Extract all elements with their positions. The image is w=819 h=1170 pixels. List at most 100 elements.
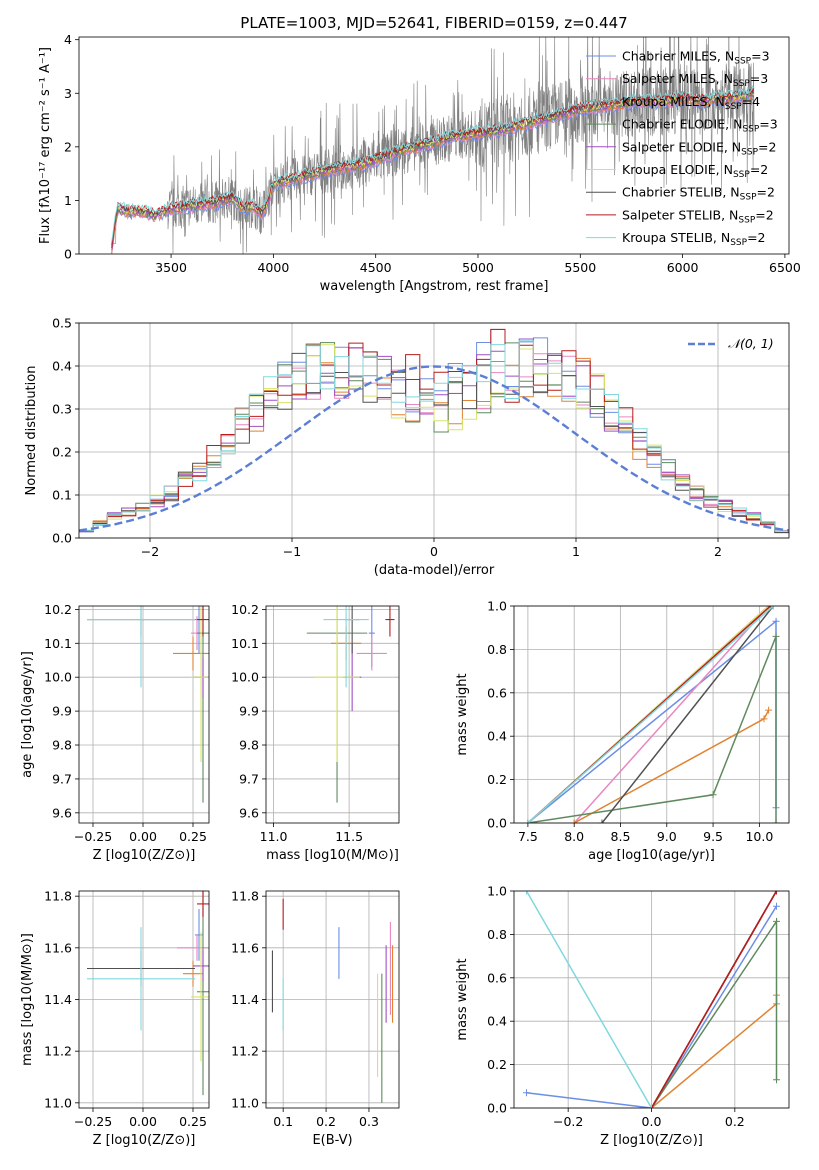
y-tick-label: 10.1 bbox=[44, 636, 72, 651]
x-tick-label: 4000 bbox=[257, 260, 289, 275]
x-tick-label: −0.25 bbox=[74, 1114, 112, 1129]
y-tick-label: 0.2 bbox=[487, 772, 507, 787]
panel-weight_vs_age: 7.5 8.0 8.5 9.0 9.5 10.0 0.0 0.2 0.4 0.6 0.8 1.0 age… bbox=[455, 599, 790, 863]
weight-marker-CE bbox=[772, 632, 780, 640]
y-tick-label: 0.5 bbox=[52, 316, 72, 331]
y-tick-label: 0.0 bbox=[52, 531, 72, 546]
weight-marker-KS bbox=[769, 606, 777, 610]
weight-marker-KM bbox=[760, 715, 768, 723]
x-tick-label: 11.5 bbox=[335, 829, 363, 844]
axes-frame bbox=[78, 605, 210, 824]
axes-frame bbox=[513, 890, 790, 1109]
y-tick-label: 0.4 bbox=[487, 1014, 507, 1029]
gaussian-curve bbox=[79, 365, 789, 532]
legend-label-gauss: 𝒩(0, 1) bbox=[728, 336, 774, 351]
plot-area-spectrum bbox=[111, 37, 755, 254]
x-tick-label: 10.0 bbox=[745, 829, 773, 844]
weight-line-CE bbox=[650, 918, 778, 1108]
plot-area-age_vs_Z bbox=[87, 606, 209, 803]
x-axis-label: age [log10(age/yr)] bbox=[588, 848, 715, 863]
weight-line-CM bbox=[526, 905, 778, 1108]
x-tick-label: 7.5 bbox=[518, 829, 538, 844]
plot-area-weight_vs_age bbox=[524, 606, 780, 823]
figure-title: PLATE=1003, MJD=52641, FIBERID=0159, z=0… bbox=[240, 14, 627, 32]
x-axis-label: Z [log10(Z/Z⊙)] bbox=[93, 848, 196, 863]
weight-line-CE bbox=[527, 636, 777, 823]
x-tick-label: −1 bbox=[283, 544, 301, 559]
x-tick-label: −2 bbox=[141, 544, 159, 559]
x-tick-label: 0 bbox=[430, 544, 438, 559]
weight-line-KS bbox=[525, 891, 653, 1108]
legend-label-SS: Salpeter STELIB, NSSP=2 bbox=[622, 207, 774, 225]
x-axis-label: Z [log10(Z/Z⊙)] bbox=[600, 1133, 703, 1148]
legend-label-CS: Chabrier STELIB, NSSP=2 bbox=[622, 185, 775, 203]
y-axis-label: Normed distribution bbox=[24, 366, 39, 496]
axes-frame bbox=[265, 890, 400, 1109]
x-tick-label: 6500 bbox=[769, 260, 801, 275]
panel-weight_vs_Z: −0.2 0.0 0.2 0.0 0.2 0.4 0.6 0.8 1.0 Z [log10(Z/Z… bbox=[455, 884, 790, 1148]
x-tick-label: 0.2 bbox=[316, 1114, 336, 1129]
weight-marker-KS bbox=[648, 1104, 655, 1108]
weight-marker-CM bbox=[523, 1089, 530, 1097]
x-axis-label: wavelength [Angstrom, rest frame] bbox=[320, 279, 549, 294]
x-tick-label: 8.0 bbox=[564, 829, 584, 844]
y-tick-label: 4 bbox=[64, 32, 72, 47]
y-tick-label: 11.8 bbox=[44, 889, 72, 904]
y-tick-label: 0.2 bbox=[487, 1057, 507, 1072]
weight-marker-CE bbox=[772, 819, 780, 823]
axes-frame bbox=[513, 605, 790, 824]
y-tick-label: 11.4 bbox=[44, 992, 72, 1007]
legend-label-SM: Salpeter MILES, NSSP=3 bbox=[622, 71, 768, 89]
weight-marker-CM bbox=[772, 617, 780, 625]
y-tick-label: 11.6 bbox=[44, 940, 72, 955]
weight-marker-CS bbox=[598, 819, 606, 823]
y-tick-label: 0.3 bbox=[52, 402, 72, 417]
y-axis-label: mass weight bbox=[455, 958, 470, 1040]
y-tick-label: 10.2 bbox=[231, 602, 259, 617]
data-spectrum bbox=[111, 37, 755, 254]
weight-marker-KS bbox=[524, 819, 532, 823]
weight-marker-CM bbox=[773, 902, 780, 910]
x-tick-label: 0.25 bbox=[179, 829, 207, 844]
x-tick-label: 11.0 bbox=[260, 829, 288, 844]
x-tick-label: 0.2 bbox=[725, 1114, 745, 1129]
weight-marker-KM bbox=[765, 706, 773, 714]
y-tick-label: 0.8 bbox=[487, 642, 507, 657]
weight-marker-CE bbox=[709, 791, 717, 799]
y-tick-label: 2 bbox=[64, 139, 72, 154]
weight-marker-CE bbox=[773, 917, 780, 925]
plot-area-mass_vs_EBV bbox=[271, 898, 394, 1103]
y-tick-label: 9.7 bbox=[239, 771, 259, 786]
panel-age_vs_Z: −0.25 0.00 0.25 9.6 9.7 9.8 9.9 10.0 10.1 10.2 Z [… bbox=[20, 602, 210, 863]
y-tick-label: 9.6 bbox=[52, 805, 72, 820]
weight-marker-KM bbox=[570, 819, 578, 823]
legend-label-KM: Kroupa MILES, NSSP=4 bbox=[622, 94, 760, 112]
x-tick-label: 0.25 bbox=[179, 1114, 207, 1129]
legend-label-CM: Chabrier MILES, NSSP=3 bbox=[622, 49, 770, 67]
x-tick-label: 0.00 bbox=[129, 829, 157, 844]
y-tick-label: 9.6 bbox=[239, 805, 259, 820]
x-tick-label: 0.1 bbox=[273, 1114, 293, 1129]
y-tick-label: 0.1 bbox=[52, 488, 72, 503]
y-axis-label: mass weight bbox=[455, 673, 470, 755]
axes-frame bbox=[78, 36, 790, 255]
x-axis-label: mass [log10(M/M⊙)] bbox=[266, 848, 399, 863]
y-tick-label: 11.4 bbox=[231, 992, 259, 1007]
axes-frame bbox=[78, 322, 790, 539]
x-axis-label: E(B-V) bbox=[312, 1133, 352, 1148]
y-axis-label: age [log10(age/yr)] bbox=[20, 651, 35, 778]
weight-marker-KS bbox=[523, 891, 530, 895]
x-tick-label: 4500 bbox=[360, 260, 392, 275]
x-axis-label: (data-model)/error bbox=[374, 563, 495, 578]
legend-label-SE: Salpeter ELODIE, NSSP=2 bbox=[622, 139, 776, 157]
y-tick-label: 0.8 bbox=[487, 927, 507, 942]
plot-area-residuals bbox=[79, 328, 789, 534]
panel-age_vs_mass: 11.0 11.5 9.6 9.7 9.8 9.9 10.0 10.1 10.2 mass [lo… bbox=[231, 602, 400, 863]
y-tick-label: 11.0 bbox=[231, 1095, 259, 1110]
x-tick-label: −0.25 bbox=[74, 829, 112, 844]
model-spectrum-SE bbox=[111, 92, 754, 251]
y-tick-label: 1 bbox=[64, 193, 72, 208]
x-tick-label: 0.0 bbox=[642, 1114, 662, 1129]
y-tick-label: 1.0 bbox=[487, 599, 507, 614]
